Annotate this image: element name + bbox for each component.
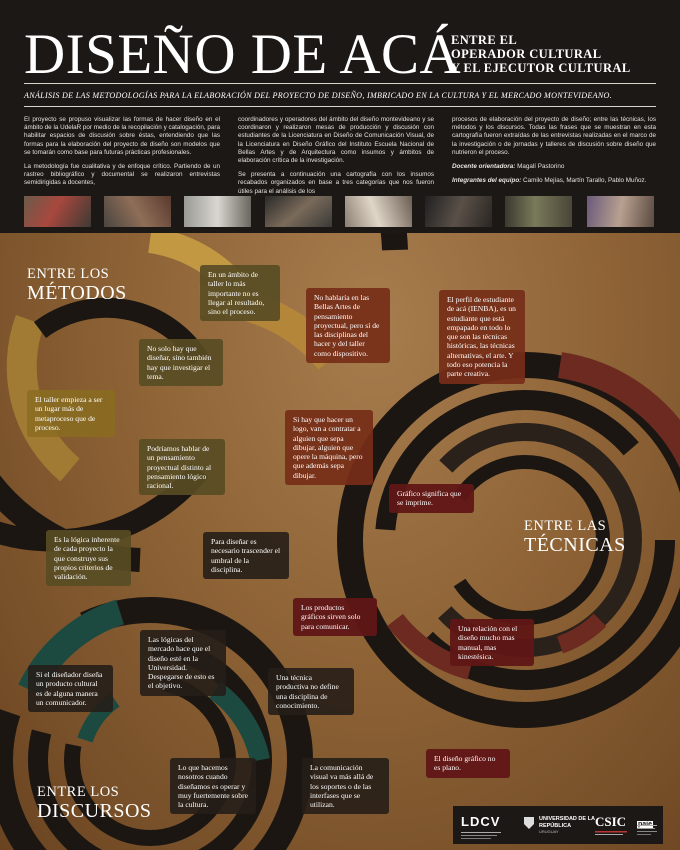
quote-card: La comunicación visual va más allá de lo… bbox=[302, 758, 389, 815]
ldcv-logo-text: LDCV bbox=[461, 814, 501, 829]
subtitle-line: ENTRE EL bbox=[451, 33, 518, 47]
ldcv-logo-lines bbox=[461, 832, 501, 839]
section-line: ENTRE LOS bbox=[37, 784, 120, 800]
paragraph: procesos de elaboración del proyecto de … bbox=[452, 116, 656, 156]
lead-text: ANÁLISIS DE LAS METODOLOGÍAS PARA LA ELA… bbox=[24, 91, 613, 100]
photo-thumbnail bbox=[265, 196, 332, 227]
photo-thumbnail bbox=[345, 196, 412, 227]
credit-label: Integrantes del equipo: bbox=[452, 177, 522, 185]
credit-label: Docente orientadora: bbox=[452, 163, 516, 171]
photo-thumbnail bbox=[24, 196, 91, 227]
photo-thumbnail bbox=[505, 196, 572, 227]
section-line: ENTRE LOS bbox=[27, 266, 110, 282]
credit-value: Camilo Mejías, Martín Tarallo, Pablo Muñ… bbox=[523, 177, 647, 185]
quote-card: Podríamos hablar de un pensamiento proye… bbox=[139, 439, 225, 496]
quote-card: No hablaría en las Bellas Artes de pensa… bbox=[306, 288, 390, 364]
shield-icon bbox=[524, 817, 534, 829]
divider bbox=[24, 83, 656, 84]
quote-card: Una relación con el diseño mucho mas man… bbox=[450, 619, 534, 667]
quote-card: Una técnica productiva no define una dis… bbox=[268, 668, 354, 716]
ring-arc bbox=[557, 352, 680, 469]
ring-arc bbox=[6, 314, 80, 482]
section-discursos-heading: ENTRE LOS DISCURSOS bbox=[37, 784, 152, 822]
csic-logo: CSIC bbox=[595, 813, 627, 835]
intro-column-2: coordinadores y operadores del ámbito de… bbox=[238, 116, 434, 202]
subtitle-line: Y EL EJECUTOR CULTURAL bbox=[451, 61, 631, 75]
credit-team: Integrantes del equipo: Camilo Mejías, M… bbox=[452, 177, 656, 185]
header: DISEÑO DE ACÁ ENTRE EL OPERADOR CULTURAL… bbox=[0, 0, 680, 233]
paragraph: coordinadores y operadores del ámbito de… bbox=[238, 116, 434, 165]
ldcv-logo: LDCV bbox=[461, 813, 501, 839]
page-subtitle: ENTRE EL OPERADOR CULTURAL Y EL EJECUTOR… bbox=[451, 33, 631, 75]
quote-card: Lo que hacemos nosotros cuando diseñamos… bbox=[170, 758, 256, 815]
credit-value: Magalí Pastorino bbox=[517, 163, 565, 171]
paie-logo-text: paie bbox=[637, 821, 654, 828]
quote-card: Para diseñar es necesario trascender el … bbox=[203, 532, 289, 580]
quote-card: Si el diseñador diseña un producto cultu… bbox=[28, 665, 113, 713]
intro-column-1: El proyecto se propuso visualizar las fo… bbox=[24, 116, 220, 194]
quote-card: En un ámbito de taller lo más importante… bbox=[200, 265, 280, 322]
photo-thumbnail bbox=[104, 196, 171, 227]
section-line: DISCURSOS bbox=[37, 800, 152, 822]
quote-card: Gráfico significa que se imprime. bbox=[389, 484, 474, 513]
section-metodos-heading: ENTRE LOS MÉTODOS bbox=[27, 266, 127, 304]
csic-logo-text: CSIC bbox=[595, 814, 627, 829]
photo-thumbnail bbox=[425, 196, 492, 227]
credit-advisor: Docente orientadora: Magalí Pastorino bbox=[452, 163, 656, 171]
quote-card: El perfil de estudiante de acá (IENBA), … bbox=[439, 290, 525, 384]
udelar-logo-sub: URUGUAY bbox=[539, 829, 559, 834]
photo-strip bbox=[24, 196, 656, 227]
section-line: TÉCNICAS bbox=[524, 534, 626, 556]
subtitle-line: OPERADOR CULTURAL bbox=[451, 47, 602, 61]
photo-thumbnail bbox=[587, 196, 654, 227]
paie-logo: paie bbox=[637, 813, 657, 835]
paragraph: El proyecto se propuso visualizar las fo… bbox=[24, 116, 220, 156]
section-tecnicas-heading: ENTRE LAS TÉCNICAS bbox=[524, 518, 626, 556]
paie-logo-lines bbox=[637, 825, 657, 835]
quote-card: Si hay que hacer un logo, van a contrata… bbox=[285, 410, 373, 486]
ring-arc bbox=[387, 613, 473, 680]
paragraph: Se presenta a continuación una cartograf… bbox=[238, 171, 434, 195]
quote-card: No solo hay que diseñar, sino también ha… bbox=[139, 339, 223, 387]
paragraph: La metodología fue cualitativa y de enfo… bbox=[24, 163, 220, 187]
divider bbox=[24, 106, 656, 107]
udelar-logo-text: UNIVERSIDAD DE LA REPÚBLICA bbox=[539, 816, 595, 829]
ring-arc bbox=[556, 613, 607, 654]
section-line: MÉTODOS bbox=[27, 282, 127, 304]
quote-card: Los productos gráficos sirven solo para … bbox=[293, 598, 377, 636]
quote-card: El taller empieza a ser un lugar más de … bbox=[27, 390, 115, 438]
quote-card: Es la lógica inherente de cada proyecto … bbox=[46, 530, 131, 587]
page-title: DISEÑO DE ACÁ bbox=[24, 23, 462, 86]
csic-logo-lines bbox=[595, 831, 627, 835]
intro-column-3: procesos de elaboración del proyecto de … bbox=[452, 116, 656, 191]
photo-thumbnail bbox=[184, 196, 251, 227]
quote-card: El diseño gráfico no es plano. bbox=[426, 749, 510, 778]
section-line: ENTRE LAS bbox=[524, 518, 607, 534]
logo-band: LDCV UNIVERSIDAD DE LA REPÚBLICA URUGUAY… bbox=[453, 806, 663, 844]
quote-card: Las lógicas del mercado hace que el dise… bbox=[140, 630, 226, 696]
